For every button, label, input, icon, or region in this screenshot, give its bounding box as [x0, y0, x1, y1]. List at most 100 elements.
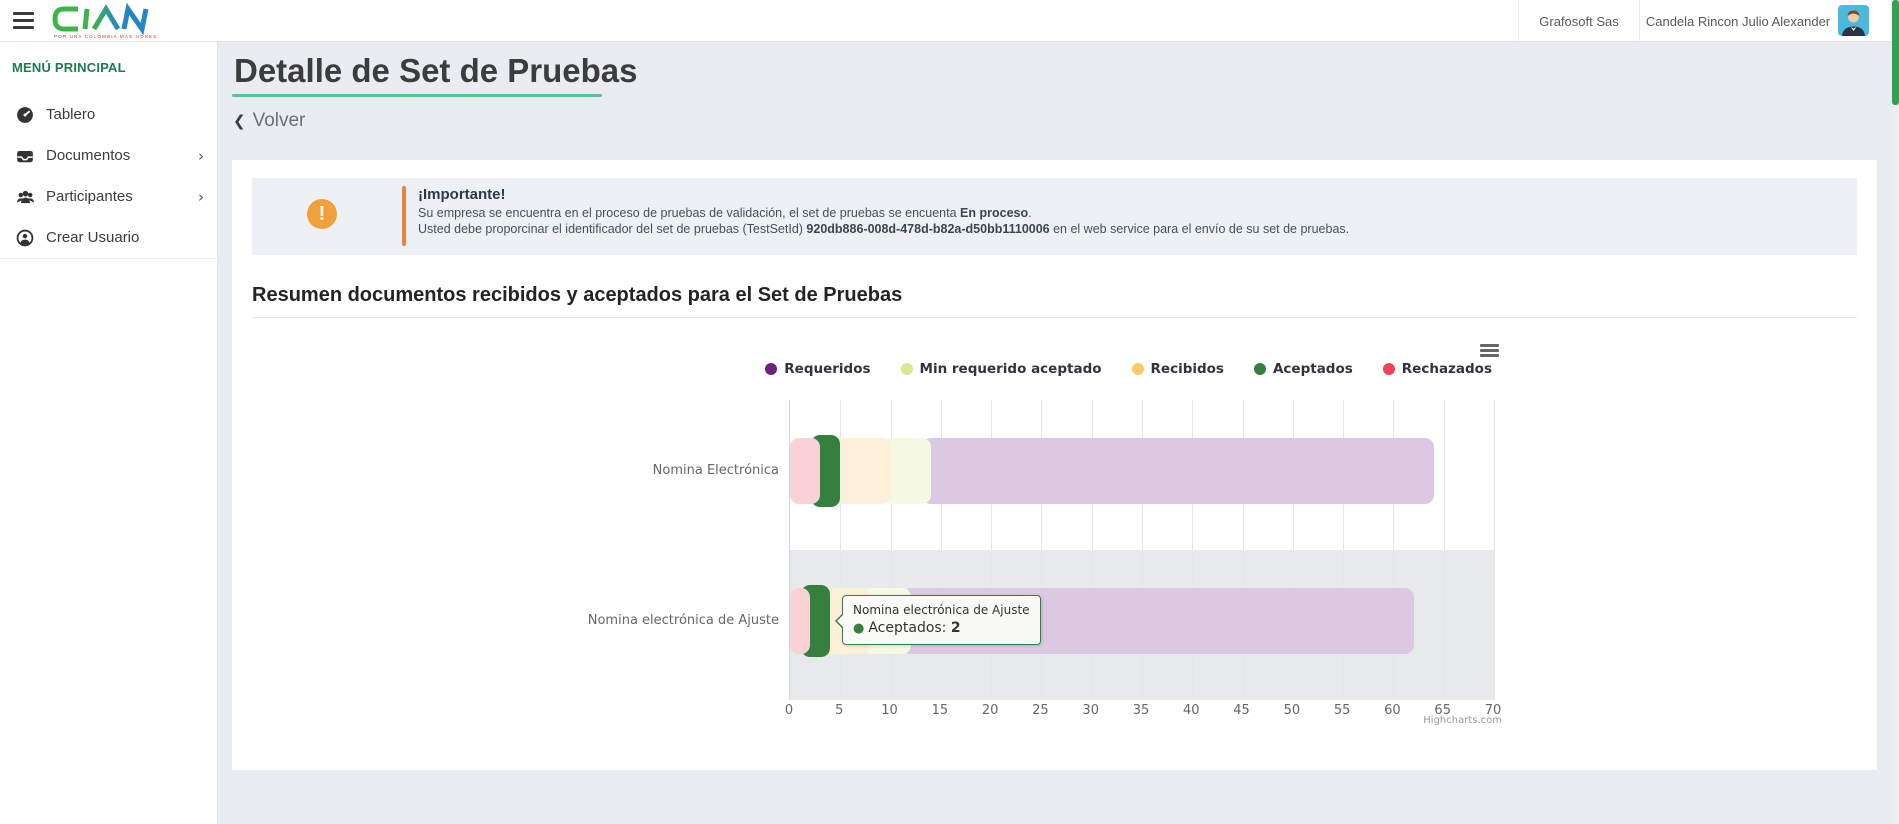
- x-axis-label: 25: [1032, 703, 1049, 718]
- chevron-left-icon: ❮: [233, 112, 246, 130]
- sidebar-item-participantes[interactable]: Participantes ›: [0, 176, 218, 217]
- dian-logo[interactable]: POR UNA COLOMBIA MÁS HONESTA: [46, 2, 164, 45]
- sidebar-item-tablero[interactable]: Tablero: [0, 94, 218, 135]
- x-axis-label: 30: [1082, 703, 1099, 718]
- top-navbar: POR UNA COLOMBIA MÁS HONESTA Grafosoft S…: [0, 0, 1899, 42]
- x-axis-label: 40: [1183, 703, 1200, 718]
- legend-label: Recibidos: [1150, 361, 1224, 377]
- gridline: [840, 400, 842, 700]
- legend-label: Min requerido aceptado: [919, 361, 1102, 377]
- notice-text: ¡Importante! Su empresa se encuentra en …: [418, 185, 1349, 237]
- back-link-label: Volver: [252, 110, 306, 131]
- legend-marker-icon: [765, 363, 778, 375]
- gauge-icon: [16, 106, 36, 124]
- sidebar-item-label: Crear Usuario: [46, 229, 140, 246]
- gridline: [1393, 400, 1395, 700]
- legend-label: Aceptados: [1272, 361, 1353, 377]
- exclamation-circle-icon: !: [307, 199, 337, 229]
- bar-recibidos[interactable]: [831, 438, 891, 504]
- bar-requeridos[interactable]: [921, 438, 1434, 504]
- x-axis-label: 5: [835, 703, 844, 718]
- sidebar-title: MENÚ PRINCIPAL: [12, 60, 126, 75]
- users-icon: [16, 188, 36, 206]
- notice-title: ¡Importante!: [418, 186, 506, 203]
- company-name: Grafosoft Sas: [1518, 0, 1640, 42]
- notice-line-2: Usted debe proporcinar el identificador …: [418, 222, 1350, 236]
- gridline: [1192, 400, 1194, 700]
- bar-rechazados[interactable]: [790, 588, 811, 654]
- sidebar-item-label: Documentos: [46, 147, 131, 164]
- logo-tagline: POR UNA COLOMBIA MÁS HONESTA: [54, 33, 158, 39]
- gridline: [1494, 400, 1495, 700]
- gridline: [1142, 400, 1143, 700]
- gridline: [1091, 400, 1093, 700]
- important-notice: ! ¡Importante! Su empresa se encuentra e…: [252, 178, 1857, 255]
- legend-marker-icon: [1253, 363, 1266, 375]
- gridline: [1343, 400, 1345, 700]
- legend-marker-icon: [1382, 363, 1395, 375]
- gridline: [1292, 400, 1294, 700]
- sidebar-toggle-icon[interactable]: [13, 12, 35, 29]
- gridline: [940, 400, 942, 700]
- x-axis-label: 10: [881, 703, 898, 718]
- x-axis-label: 20: [981, 703, 999, 718]
- highcharts-credits[interactable]: Highcharts.com: [1423, 715, 1502, 726]
- x-axis-label: 0: [784, 703, 794, 718]
- category-label: Nomina Electrónica: [652, 463, 779, 478]
- gridline: [1443, 400, 1445, 700]
- x-axis-label: 65: [1434, 703, 1451, 718]
- legend-item-min-requerido-aceptado[interactable]: Min requerido aceptado: [900, 361, 1102, 377]
- tooltip-value: ● Aceptados: 2: [853, 620, 961, 636]
- user-menu[interactable]: Candela Rincon Julio Alexander: [1645, 13, 1831, 29]
- page-scrollbar-thumb[interactable]: [1892, 0, 1899, 105]
- user-circle-icon: [16, 229, 36, 247]
- section-divider: [252, 317, 1857, 318]
- sidebar-item-label: Participantes: [46, 188, 133, 205]
- inbox-icon: [16, 147, 36, 165]
- legend-label: Rechazados: [1401, 361, 1492, 377]
- sidebar: MENÚ PRINCIPAL Tablero Documentos › Part…: [0, 42, 218, 824]
- sidebar-item-crear-usuario[interactable]: Crear Usuario: [0, 217, 218, 258]
- chart-context-menu-icon[interactable]: [1480, 344, 1499, 358]
- notice-accent-bar: [402, 186, 406, 246]
- sidebar-menu: Tablero Documentos › Participantes ›: [0, 94, 218, 259]
- gridline: [1242, 400, 1244, 700]
- section-title: Resumen documentos recibidos y aceptados…: [252, 284, 903, 306]
- dian-logo-graphic: POR UNA COLOMBIA MÁS HONESTA: [52, 2, 164, 39]
- gridline: [991, 400, 993, 700]
- user-avatar[interactable]: [1838, 5, 1869, 36]
- x-axis-label: 55: [1333, 703, 1351, 718]
- gridline: [1041, 400, 1043, 700]
- gridline: [890, 400, 892, 700]
- chart-plot-area: [789, 400, 1495, 700]
- x-axis-label: 45: [1233, 703, 1250, 718]
- tooltip-arrow-inner: [837, 615, 843, 627]
- chevron-right-icon: ›: [198, 187, 204, 206]
- sidebar-item-label: Tablero: [46, 106, 96, 123]
- tooltip-category: Nomina electrónica de Ajuste: [853, 603, 1030, 617]
- chevron-right-icon: ›: [198, 146, 204, 165]
- x-axis-label: 35: [1132, 703, 1150, 718]
- chart-tooltip: Nomina electrónica de Ajuste ● Aceptados: …: [835, 595, 1041, 645]
- page-title: Detalle de Set de Pruebas: [234, 52, 638, 89]
- x-axis-label: 15: [931, 703, 949, 718]
- x-axis-label: 70: [1484, 703, 1502, 718]
- legend-item-recibidos[interactable]: Recibidos: [1131, 361, 1224, 377]
- tooltip-series-dot-icon: ●: [853, 621, 865, 636]
- legend-marker-icon: [900, 363, 913, 375]
- title-underline: [232, 94, 602, 97]
- legend-label: Requeridos: [784, 361, 871, 377]
- back-link[interactable]: ❮ Volver: [233, 110, 305, 132]
- chart-legend: Requeridos Min requerido aceptado Recibido…: [765, 361, 1492, 377]
- legend-item-aceptados[interactable]: Aceptados: [1253, 361, 1353, 377]
- x-axis-label: 60: [1384, 703, 1401, 718]
- sidebar-item-documentos[interactable]: Documentos ›: [0, 135, 218, 176]
- category-label: Nomina electrónica de Ajuste: [587, 613, 779, 628]
- legend-item-rechazados[interactable]: Rechazados: [1382, 361, 1492, 377]
- legend-item-requeridos[interactable]: Requeridos: [765, 361, 871, 377]
- testset-id: 920db886-008d-478d-b82a-d50bb1110006: [806, 222, 1050, 236]
- bar-rechazados[interactable]: [790, 438, 821, 504]
- page-scrollbar-track: [1892, 0, 1899, 824]
